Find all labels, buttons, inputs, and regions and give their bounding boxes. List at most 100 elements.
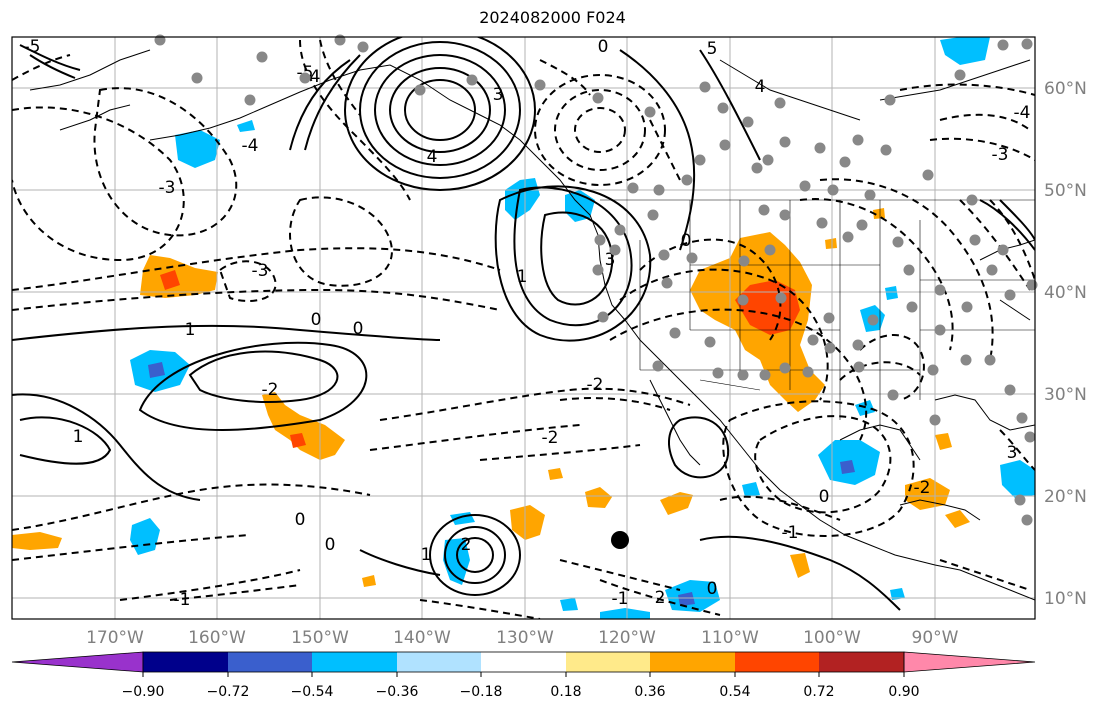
contour-label: 2 bbox=[655, 588, 666, 608]
negative-shading bbox=[890, 588, 905, 600]
colorbar-tick-label: 0.18 bbox=[550, 684, 581, 700]
colorbar-extend-high bbox=[903, 651, 1036, 673]
station-dot bbox=[969, 234, 981, 246]
lon-label: 110°W bbox=[701, 628, 759, 648]
station-dot bbox=[1026, 279, 1038, 291]
station-dot bbox=[594, 234, 606, 246]
contour-label: 1 bbox=[517, 267, 528, 287]
colorbar-segment bbox=[650, 652, 735, 672]
station-dot bbox=[759, 369, 771, 381]
negative-shading bbox=[443, 538, 470, 585]
station-dot bbox=[154, 34, 166, 46]
station-dots-layer bbox=[154, 34, 1038, 526]
contour-label: -4 bbox=[242, 136, 259, 156]
contour-label: -2 bbox=[262, 380, 279, 400]
station-dot bbox=[737, 294, 749, 306]
negative-shading bbox=[885, 286, 898, 300]
lon-label: 90°W bbox=[912, 628, 959, 648]
positive-shading bbox=[12, 532, 62, 550]
station-dot bbox=[1021, 38, 1033, 50]
station-dot bbox=[609, 244, 621, 256]
station-dot bbox=[984, 354, 996, 366]
lon-label: 120°W bbox=[598, 628, 656, 648]
positive-shading bbox=[825, 238, 837, 249]
contour-label: -2 bbox=[542, 428, 559, 448]
contour-label: 0 bbox=[295, 510, 306, 530]
contour-label: -2 bbox=[914, 478, 931, 498]
positive-shading-strong bbox=[160, 270, 180, 290]
station-dot bbox=[934, 284, 946, 296]
contour-label: 5 bbox=[707, 39, 718, 59]
colorbar-segment bbox=[228, 652, 312, 672]
lat-label: 30°N bbox=[1044, 385, 1087, 405]
station-dot bbox=[966, 194, 978, 206]
dashed-contours bbox=[12, 39, 1035, 619]
lat-label: 50°N bbox=[1044, 181, 1087, 201]
station-dot bbox=[814, 142, 826, 154]
station-dot bbox=[961, 301, 973, 313]
station-dot bbox=[1021, 514, 1033, 526]
station-dot bbox=[414, 84, 426, 96]
station-dot bbox=[357, 41, 369, 53]
station-dot bbox=[779, 362, 791, 374]
station-dot bbox=[775, 292, 787, 304]
station-dot bbox=[719, 139, 731, 151]
station-dot bbox=[824, 342, 836, 354]
contour-label: 0 bbox=[681, 231, 692, 251]
station-dot bbox=[867, 314, 879, 326]
station-dot bbox=[592, 264, 604, 276]
positive-shading bbox=[935, 433, 952, 450]
station-dot bbox=[929, 414, 941, 426]
station-dot bbox=[779, 136, 791, 148]
contour-label: 3 bbox=[493, 85, 504, 105]
station-dot bbox=[647, 209, 659, 221]
contour-label: 4 bbox=[755, 77, 766, 97]
contour-label: 0 bbox=[707, 579, 718, 599]
positive-shading bbox=[510, 505, 545, 540]
station-dot bbox=[704, 336, 716, 348]
station-dot bbox=[856, 219, 868, 231]
station-dot bbox=[853, 361, 865, 373]
lat-label: 40°N bbox=[1044, 283, 1087, 303]
colorbar-tick-label: 0.54 bbox=[719, 684, 750, 700]
station-dot bbox=[892, 236, 904, 248]
lat-label: 10°N bbox=[1044, 589, 1087, 609]
contour-label: 2 bbox=[461, 535, 472, 555]
station-dot bbox=[1024, 431, 1036, 443]
location-marker bbox=[611, 531, 629, 549]
station-dot bbox=[661, 277, 673, 289]
negative-shading bbox=[940, 37, 990, 65]
station-dot bbox=[191, 72, 203, 84]
positive-shading bbox=[905, 478, 950, 510]
station-dot bbox=[802, 366, 814, 378]
contour-label: 3 bbox=[605, 250, 616, 270]
lat-label: 20°N bbox=[1044, 487, 1087, 507]
solid-contours bbox=[12, 37, 1035, 611]
contour-label: -1 bbox=[174, 590, 191, 610]
positive-shading bbox=[262, 392, 345, 460]
lon-label: 100°W bbox=[803, 628, 861, 648]
station-dot bbox=[774, 97, 786, 109]
station-dot bbox=[597, 311, 609, 323]
colorbar-tick-label: 0.36 bbox=[634, 684, 665, 700]
contour-label: 0 bbox=[311, 310, 322, 330]
station-dot bbox=[997, 39, 1009, 51]
station-dot bbox=[592, 92, 604, 104]
station-dot bbox=[738, 255, 750, 267]
positive-shading bbox=[790, 553, 810, 578]
colorbar-segment bbox=[397, 652, 481, 672]
positive-shading bbox=[873, 208, 885, 219]
station-dot bbox=[466, 74, 478, 86]
colorbar-tick-label: −0.90 bbox=[122, 684, 165, 700]
station-dot bbox=[887, 389, 899, 401]
station-dot bbox=[534, 79, 546, 91]
longitude-labels: 170°W 160°W 150°W 140°W 130°W 120°W 110°… bbox=[86, 628, 959, 648]
colorbar-tick-label: −0.72 bbox=[207, 684, 250, 700]
station-dot bbox=[960, 354, 972, 366]
station-dot bbox=[852, 134, 864, 146]
colorbar-outline bbox=[142, 651, 905, 673]
lon-label: 140°W bbox=[393, 628, 451, 648]
negative-shading bbox=[237, 120, 255, 132]
station-dot bbox=[903, 264, 915, 276]
